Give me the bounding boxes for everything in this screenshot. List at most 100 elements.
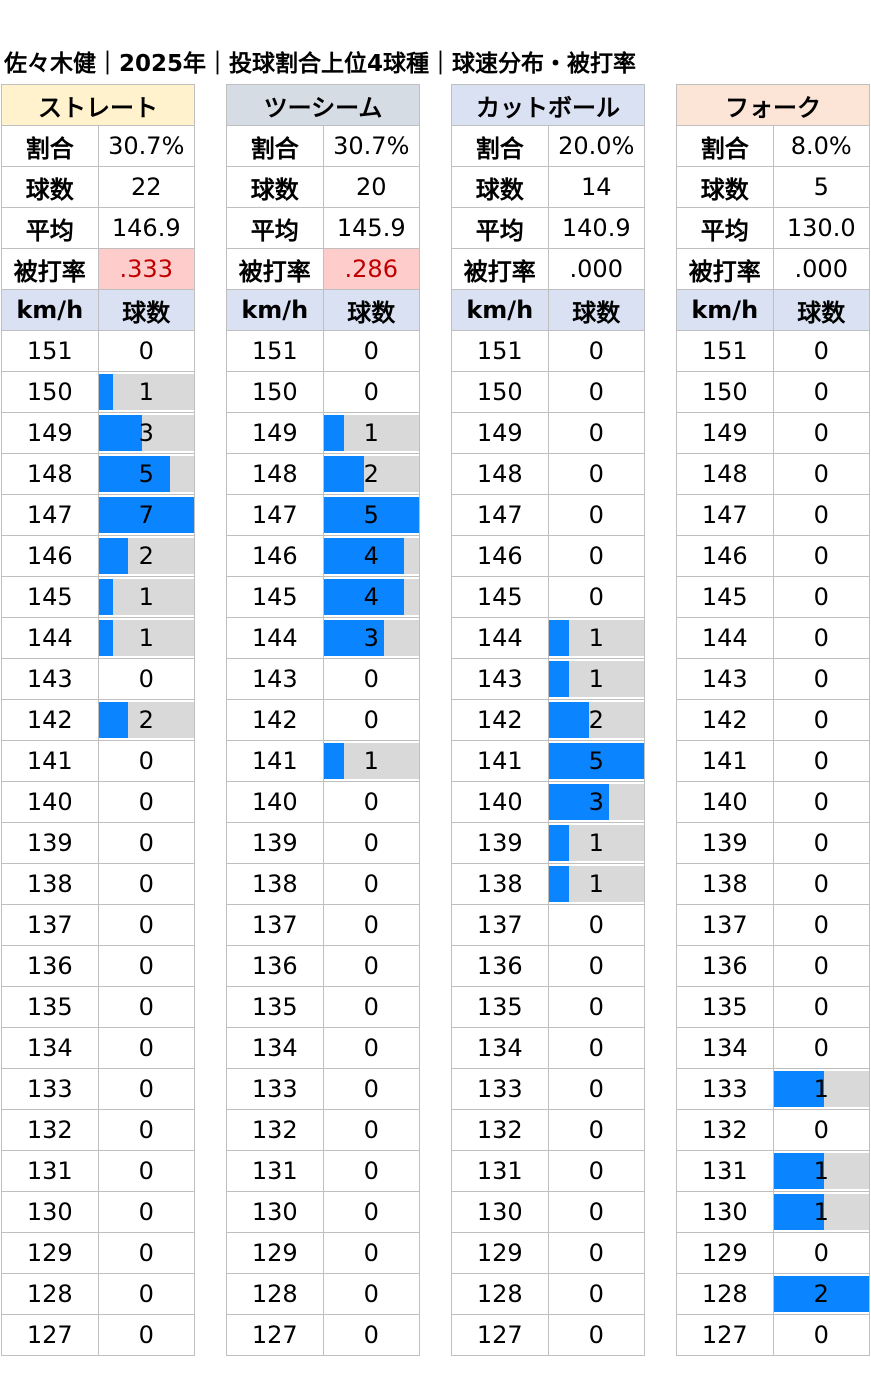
pitch-table: カットボール 割合 20.0% 球数 14 平均 140.9 被打率 .000 km/h 球数 151…: [451, 84, 645, 1356]
count-value: 0: [813, 419, 829, 447]
count-cell: 1: [322, 412, 420, 454]
count-value: 5: [363, 501, 379, 529]
count-value: 1: [813, 1198, 829, 1226]
speed-label: 128: [676, 1273, 774, 1315]
speed-row: 142 2: [451, 699, 645, 741]
speed-row: 127 0: [226, 1314, 420, 1356]
speed-row: 145 1: [1, 576, 195, 618]
count-value: 0: [363, 1280, 379, 1308]
speed-row: 144 0: [676, 617, 870, 659]
count-value: 1: [363, 419, 379, 447]
speed-label: 136: [1, 945, 99, 987]
stat-label-ratio: 割合: [226, 125, 324, 167]
count-cell: 0: [322, 1068, 420, 1110]
count-bar: [323, 538, 404, 574]
count-value: 1: [138, 624, 154, 652]
count-cell: 0: [97, 863, 195, 905]
stat-value-ratio: 20.0%: [547, 125, 645, 167]
count-value: 0: [588, 993, 604, 1021]
speed-label: 129: [676, 1232, 774, 1274]
count-value: 0: [363, 337, 379, 365]
speed-row: 149 1: [226, 412, 420, 454]
stat-row-count: 球数 20: [226, 166, 420, 208]
count-cell: 0: [772, 863, 870, 905]
speed-row: 127 0: [1, 1314, 195, 1356]
speed-row: 148 2: [226, 453, 420, 495]
count-value: 0: [138, 829, 154, 857]
count-value: 0: [138, 1157, 154, 1185]
count-value: 0: [588, 1239, 604, 1267]
count-bar: [323, 456, 364, 492]
count-cell: 4: [322, 576, 420, 618]
count-bar: [773, 1153, 824, 1189]
count-cell: 0: [322, 1273, 420, 1315]
chart-title: 佐々木健｜2025年｜投球割合上位4球種｜球速分布・被打率: [4, 51, 637, 77]
speed-label: 143: [676, 658, 774, 700]
count-cell: 0: [97, 945, 195, 987]
count-cell: 1: [322, 740, 420, 782]
count-value: 1: [138, 378, 154, 406]
speed-row: 145 4: [226, 576, 420, 618]
stat-label-count: 球数: [676, 166, 774, 208]
speed-label: 138: [1, 863, 99, 905]
speed-label: 142: [226, 699, 324, 741]
count-cell: 0: [547, 535, 645, 577]
speed-label: 130: [451, 1191, 549, 1233]
speed-label: 133: [676, 1068, 774, 1110]
count-cell: 0: [97, 1068, 195, 1110]
speed-row: 139 0: [1, 822, 195, 864]
count-value: 0: [363, 706, 379, 734]
axis-header-row: km/h 球数: [1, 289, 195, 331]
pitch-header-row: フォーク: [676, 84, 870, 126]
speed-row: 133 0: [226, 1068, 420, 1110]
count-cell: 0: [772, 740, 870, 782]
count-value: 0: [138, 1075, 154, 1103]
count-value: 0: [363, 870, 379, 898]
pitch-panel: カットボール 割合 20.0% 球数 14 平均 140.9 被打率 .000 km/h 球数 151…: [451, 84, 645, 1356]
speed-label: 145: [226, 576, 324, 618]
speed-label: 137: [226, 904, 324, 946]
speed-label: 149: [676, 412, 774, 454]
count-value: 0: [363, 1034, 379, 1062]
count-value: 1: [813, 1157, 829, 1185]
count-value: 0: [138, 788, 154, 816]
count-value: 0: [588, 1116, 604, 1144]
speed-row: 142 0: [676, 699, 870, 741]
count-cell: 0: [97, 1109, 195, 1151]
speed-row: 140 3: [451, 781, 645, 823]
count-cell: 3: [547, 781, 645, 823]
speed-label: 140: [676, 781, 774, 823]
count-value: 0: [813, 911, 829, 939]
speed-header: km/h: [676, 289, 774, 331]
count-cell: 0: [97, 330, 195, 372]
speed-label: 134: [451, 1027, 549, 1069]
count-cell: 0: [772, 1027, 870, 1069]
speed-row: 130 0: [226, 1191, 420, 1233]
count-bar: [773, 1276, 869, 1312]
stat-row-bavg: 被打率 .000: [451, 248, 645, 290]
stat-value-count: 14: [547, 166, 645, 208]
count-value: 0: [813, 870, 829, 898]
count-cell: 3: [322, 617, 420, 659]
count-cell: 1: [97, 617, 195, 659]
count-value: 0: [813, 665, 829, 693]
speed-label: 142: [1, 699, 99, 741]
count-cell: 1: [97, 576, 195, 618]
speed-row: 138 0: [676, 863, 870, 905]
count-bar: [98, 374, 113, 410]
count-value: 0: [363, 1321, 379, 1349]
speed-label: 135: [451, 986, 549, 1028]
count-value: 0: [588, 1034, 604, 1062]
speed-label: 132: [451, 1109, 549, 1151]
count-value: 0: [813, 542, 829, 570]
count-value: 1: [588, 665, 604, 693]
count-cell: 0: [322, 986, 420, 1028]
pitch-name: カットボール: [451, 84, 645, 126]
pitch-header-row: ツーシーム: [226, 84, 420, 126]
count-value: 0: [588, 378, 604, 406]
speed-row: 135 0: [676, 986, 870, 1028]
speed-row: 144 3: [226, 617, 420, 659]
count-cell: 0: [322, 822, 420, 864]
count-value: 0: [588, 460, 604, 488]
count-cell: 0: [322, 1314, 420, 1356]
